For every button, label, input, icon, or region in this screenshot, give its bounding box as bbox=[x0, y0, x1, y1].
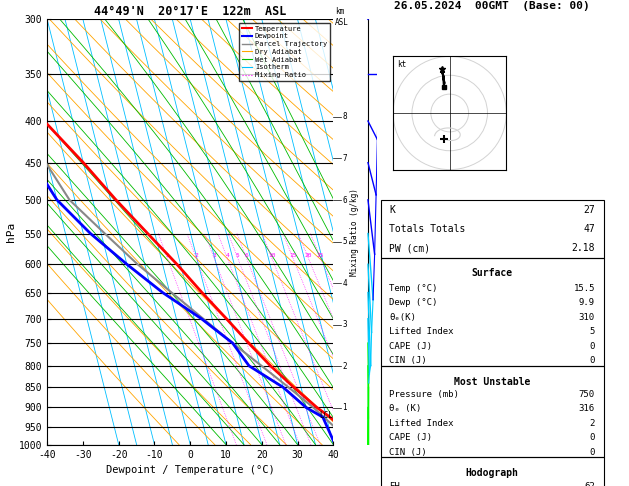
Text: 10: 10 bbox=[268, 253, 276, 259]
Bar bbox=[381, 258, 604, 366]
Text: 0: 0 bbox=[589, 342, 595, 351]
Y-axis label: hPa: hPa bbox=[6, 222, 16, 242]
Text: CAPE (J): CAPE (J) bbox=[389, 342, 433, 351]
Text: 2: 2 bbox=[589, 419, 595, 428]
Text: 26.05.2024  00GMT  (Base: 00): 26.05.2024 00GMT (Base: 00) bbox=[394, 1, 590, 11]
Text: Lifted Index: Lifted Index bbox=[389, 328, 454, 336]
Bar bbox=[381, 366, 604, 457]
Text: 6: 6 bbox=[342, 195, 347, 205]
Text: θₑ (K): θₑ (K) bbox=[389, 404, 421, 414]
Text: 6: 6 bbox=[245, 253, 248, 259]
Text: 20: 20 bbox=[304, 253, 312, 259]
Text: Lifted Index: Lifted Index bbox=[389, 419, 454, 428]
Text: 5: 5 bbox=[589, 328, 595, 336]
Text: 25: 25 bbox=[317, 253, 325, 259]
Text: Pressure (mb): Pressure (mb) bbox=[389, 390, 459, 399]
Text: 4: 4 bbox=[226, 253, 229, 259]
Text: 0: 0 bbox=[589, 356, 595, 365]
Text: 5: 5 bbox=[342, 237, 347, 246]
Text: 310: 310 bbox=[579, 313, 595, 322]
Text: 0: 0 bbox=[589, 434, 595, 442]
Text: 3: 3 bbox=[213, 253, 216, 259]
Text: θₑ(K): θₑ(K) bbox=[389, 313, 416, 322]
Text: 2.18: 2.18 bbox=[571, 243, 595, 253]
Text: Most Unstable: Most Unstable bbox=[454, 377, 530, 387]
Text: LCL: LCL bbox=[320, 411, 333, 420]
Text: 2: 2 bbox=[342, 362, 347, 371]
Text: 1: 1 bbox=[342, 403, 347, 412]
Text: 47: 47 bbox=[583, 224, 595, 234]
Text: Mixing Ratio (g/kg): Mixing Ratio (g/kg) bbox=[350, 188, 359, 276]
Text: 62: 62 bbox=[584, 482, 595, 486]
Text: Hodograph: Hodograph bbox=[465, 468, 519, 478]
Bar bbox=[381, 200, 604, 258]
Text: kt: kt bbox=[397, 60, 406, 69]
Text: K: K bbox=[389, 205, 396, 215]
Text: 9.9: 9.9 bbox=[579, 298, 595, 307]
Bar bbox=[381, 457, 604, 486]
Text: Temp (°C): Temp (°C) bbox=[389, 284, 438, 293]
Text: CAPE (J): CAPE (J) bbox=[389, 434, 433, 442]
Text: 316: 316 bbox=[579, 404, 595, 414]
Text: 3: 3 bbox=[342, 320, 347, 329]
Text: CIN (J): CIN (J) bbox=[389, 448, 427, 457]
Text: CIN (J): CIN (J) bbox=[389, 356, 427, 365]
Text: Dewp (°C): Dewp (°C) bbox=[389, 298, 438, 307]
Text: 15: 15 bbox=[289, 253, 297, 259]
Text: 2: 2 bbox=[194, 253, 198, 259]
Text: EH: EH bbox=[389, 482, 400, 486]
Text: 750: 750 bbox=[579, 390, 595, 399]
Text: 0: 0 bbox=[589, 448, 595, 457]
X-axis label: Dewpoint / Temperature (°C): Dewpoint / Temperature (°C) bbox=[106, 465, 275, 475]
Legend: Temperature, Dewpoint, Parcel Trajectory, Dry Adiabat, Wet Adiabat, Isotherm, Mi: Temperature, Dewpoint, Parcel Trajectory… bbox=[239, 23, 330, 81]
Title: 44°49'N  20°17'E  122m  ASL: 44°49'N 20°17'E 122m ASL bbox=[94, 5, 286, 18]
Text: 5: 5 bbox=[236, 253, 240, 259]
Text: Surface: Surface bbox=[472, 268, 513, 278]
Text: PW (cm): PW (cm) bbox=[389, 243, 431, 253]
Text: 15.5: 15.5 bbox=[574, 284, 595, 293]
Text: 27: 27 bbox=[583, 205, 595, 215]
Text: 7: 7 bbox=[342, 154, 347, 163]
Text: km
ASL: km ASL bbox=[335, 7, 348, 27]
Text: 4: 4 bbox=[342, 278, 347, 288]
Text: Totals Totals: Totals Totals bbox=[389, 224, 466, 234]
Text: 8: 8 bbox=[342, 112, 347, 122]
Text: 1: 1 bbox=[165, 253, 169, 259]
